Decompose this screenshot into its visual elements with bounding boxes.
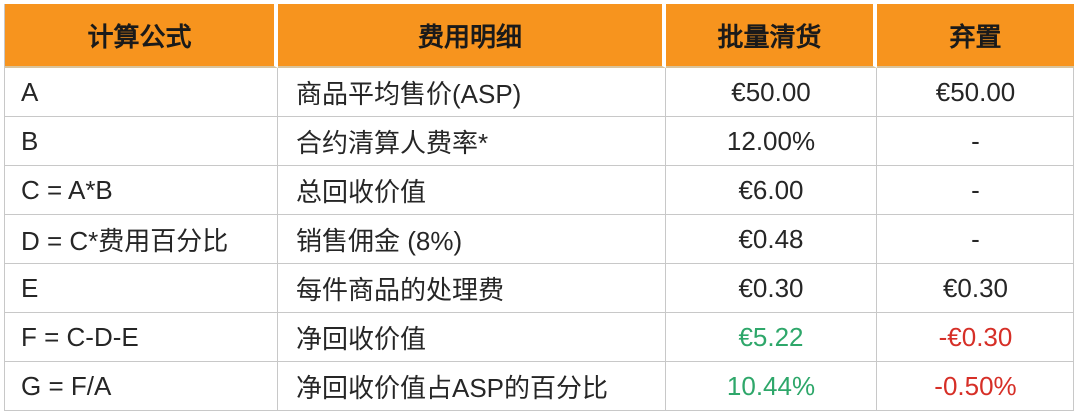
cost-comparison-table: 计算公式 费用明细 批量清货 弃置 A 商品平均售价(ASP) €50.00 €… <box>4 4 1074 411</box>
liquidation-value-cell: €6.00 <box>666 166 877 215</box>
disposal-value-cell: €50.00 <box>877 68 1074 117</box>
liquidation-value-cell: €0.48 <box>666 215 877 264</box>
disposal-value-cell: -€0.30 <box>877 313 1074 362</box>
liquidation-value-cell: €5.22 <box>666 313 877 362</box>
disposal-value-cell: - <box>877 166 1074 215</box>
fee-item-cell: 合约清算人费率* <box>278 117 666 166</box>
header-formula: 计算公式 <box>5 4 278 68</box>
fee-item-cell: 净回收价值 <box>278 313 666 362</box>
fee-item-cell: 销售佣金 (8%) <box>278 215 666 264</box>
disposal-value-cell: -0.50% <box>877 362 1074 411</box>
formula-cell: D = C*费用百分比 <box>5 215 278 264</box>
header-disposal: 弃置 <box>877 4 1074 68</box>
formula-cell: A <box>5 68 278 117</box>
formula-cell: G = F/A <box>5 362 278 411</box>
liquidation-value-cell: €50.00 <box>666 68 877 117</box>
table-row-c: C = A*B 总回收价值 €6.00 - <box>5 166 1074 215</box>
table-row-a: A 商品平均售价(ASP) €50.00 €50.00 <box>5 68 1074 117</box>
fee-item-cell: 总回收价值 <box>278 166 666 215</box>
table-header-row: 计算公式 费用明细 批量清货 弃置 <box>5 4 1074 68</box>
disposal-value-cell: - <box>877 117 1074 166</box>
table-row-d: D = C*费用百分比 销售佣金 (8%) €0.48 - <box>5 215 1074 264</box>
formula-cell: F = C-D-E <box>5 313 278 362</box>
fee-item-cell: 净回收价值占ASP的百分比 <box>278 362 666 411</box>
liquidation-value-cell: 10.44% <box>666 362 877 411</box>
fee-item-cell: 商品平均售价(ASP) <box>278 68 666 117</box>
table-row-e: E 每件商品的处理费 €0.30 €0.30 <box>5 264 1074 313</box>
formula-cell: B <box>5 117 278 166</box>
table-row-f: F = C-D-E 净回收价值 €5.22 -€0.30 <box>5 313 1074 362</box>
liquidation-value-cell: €0.30 <box>666 264 877 313</box>
disposal-value-cell: €0.30 <box>877 264 1074 313</box>
liquidation-value-cell: 12.00% <box>666 117 877 166</box>
header-fee-detail: 费用明细 <box>278 4 666 68</box>
header-bulk-liquidation: 批量清货 <box>666 4 877 68</box>
disposal-value-cell: - <box>877 215 1074 264</box>
table-row-g: G = F/A 净回收价值占ASP的百分比 10.44% -0.50% <box>5 362 1074 411</box>
formula-cell: E <box>5 264 278 313</box>
table-row-b: B 合约清算人费率* 12.00% - <box>5 117 1074 166</box>
formula-cell: C = A*B <box>5 166 278 215</box>
fee-item-cell: 每件商品的处理费 <box>278 264 666 313</box>
